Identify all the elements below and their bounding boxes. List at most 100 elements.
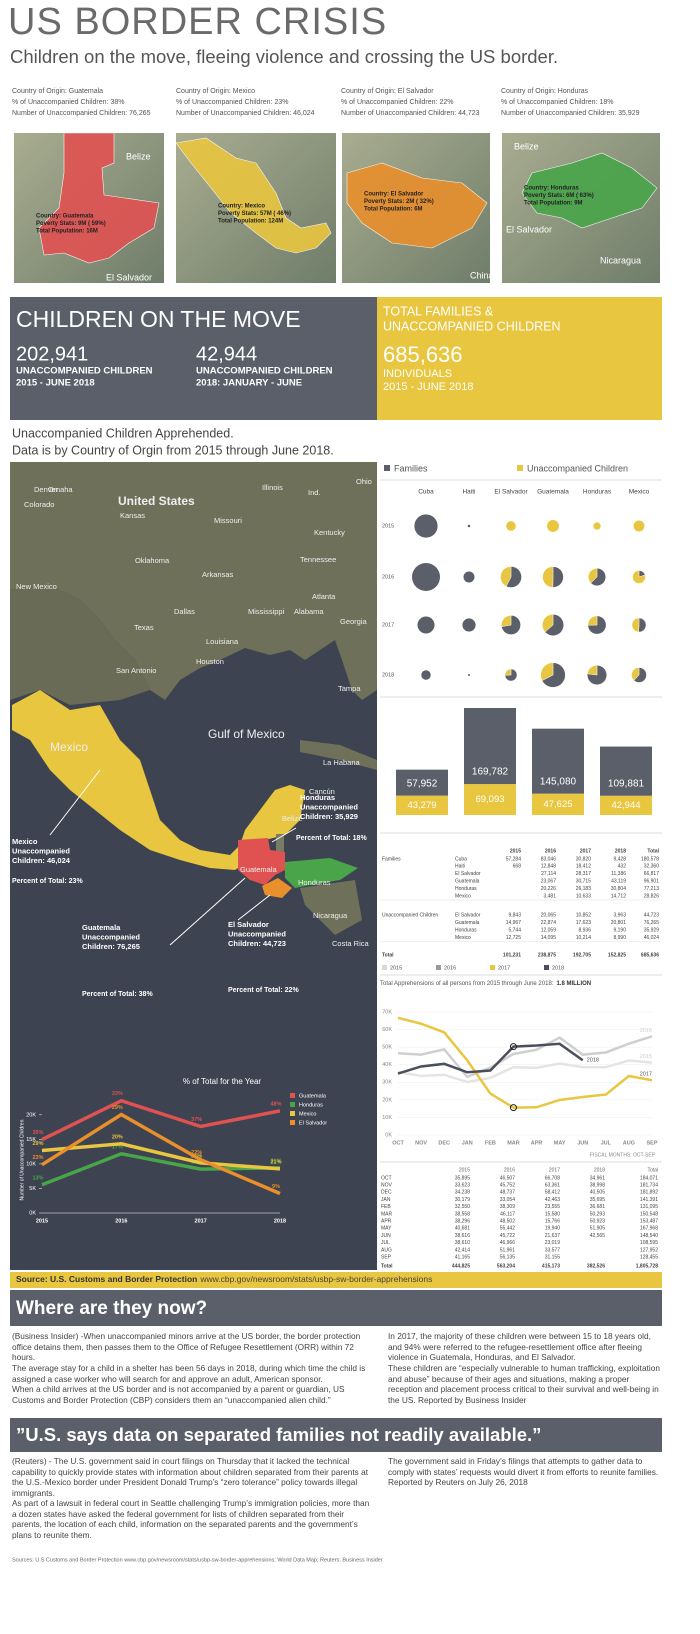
bar-value-label: 42,944 bbox=[611, 800, 640, 811]
banner-yellow bbox=[377, 297, 662, 420]
bar-segment bbox=[464, 784, 516, 815]
country-origin: Country of Origin: Honduras bbox=[501, 88, 589, 95]
pie-slice bbox=[463, 571, 475, 583]
table-cell: 30,715 bbox=[576, 879, 592, 885]
annotation-text: Honduras bbox=[300, 793, 335, 802]
table-cell: 46,117 bbox=[500, 1211, 515, 1217]
table-cell: 45,752 bbox=[500, 1183, 516, 1189]
paragraph: In 2017, the majority of these children … bbox=[388, 1331, 651, 1363]
map-place-label: Alabama bbox=[294, 607, 324, 616]
table-cell: 1,805,728 bbox=[636, 1263, 658, 1269]
pie-slice bbox=[631, 617, 640, 633]
table-cell: 2017 bbox=[549, 1167, 560, 1173]
table-cell: El Salvador bbox=[455, 912, 481, 918]
point-label: 37% bbox=[191, 1117, 202, 1123]
table-cell: 42,565 bbox=[590, 1233, 606, 1239]
stat-value: 42,944 bbox=[196, 343, 257, 365]
map-place-label: Nicaragua bbox=[313, 911, 348, 920]
banner-dark bbox=[10, 297, 377, 420]
series-line bbox=[397, 1059, 653, 1084]
table-cell: 27,114 bbox=[541, 871, 556, 877]
map-place-label: Houston bbox=[196, 657, 224, 666]
table-cell: 76,265 bbox=[644, 920, 660, 926]
table-cell: 26,183 bbox=[576, 886, 592, 892]
bar-segment bbox=[396, 795, 448, 815]
legend-label: Families bbox=[394, 463, 428, 473]
table-cell: Guatemala bbox=[455, 879, 480, 885]
pie-slice bbox=[633, 520, 645, 532]
chart-title: % of Total for the Year bbox=[183, 1077, 261, 1086]
table-cell: 51,961 bbox=[500, 1247, 516, 1253]
pie-row-label: 2018 bbox=[382, 672, 394, 678]
table-cell: 43,119 bbox=[611, 879, 626, 885]
x-tick-label: JUL bbox=[601, 1140, 612, 1146]
table-cell: 23,555 bbox=[545, 1204, 561, 1210]
pie-row-label: 2017 bbox=[382, 622, 394, 628]
point-label: 33% bbox=[112, 1091, 123, 1097]
table-cell: 141,391 bbox=[640, 1197, 658, 1203]
map-place-label: La Habana bbox=[323, 758, 361, 767]
source-label: Source: U.S. Customs and Border Protecti… bbox=[16, 1274, 197, 1284]
map-place-label: Texas bbox=[134, 623, 154, 632]
source-url: www.cbp.gov/newsroom/stats/usbp-sw-borde… bbox=[199, 1274, 432, 1284]
bar-value-label: 47,625 bbox=[543, 799, 572, 810]
table-cell: 63,361 bbox=[545, 1183, 561, 1189]
legend-swatch bbox=[382, 965, 387, 970]
table-cell: 12,059 bbox=[541, 928, 557, 934]
country-percent: % of Unaccompanied Children: 22% bbox=[341, 99, 453, 106]
table-cell: Total bbox=[647, 1167, 658, 1173]
table-cell: FEB bbox=[381, 1204, 391, 1210]
map-tooltip: Country: Guatemala bbox=[36, 214, 94, 220]
legend-swatch bbox=[544, 965, 549, 970]
table-cell: 22,874 bbox=[541, 920, 557, 926]
pie-column-label: Honduras bbox=[583, 489, 612, 496]
table-cell: 5,744 bbox=[508, 928, 521, 934]
table-cell: 153,487 bbox=[640, 1219, 658, 1225]
stat-value: 202,941 bbox=[16, 343, 88, 365]
point-label: 9% bbox=[272, 1184, 280, 1190]
table-cell: El Salvador bbox=[455, 871, 481, 877]
table-cell: 50,923 bbox=[590, 1219, 606, 1225]
bar-segment bbox=[600, 746, 652, 796]
table-cell: 20,801 bbox=[611, 920, 627, 926]
point-label: 20% bbox=[112, 1134, 123, 1140]
table-cell: NOV bbox=[381, 1183, 393, 1189]
paragraph: The average stay for a child in a shelte… bbox=[12, 1363, 366, 1384]
highlight-marker bbox=[509, 1043, 517, 1051]
pie-slice bbox=[412, 563, 440, 591]
bar-value-label: 169,782 bbox=[472, 767, 509, 778]
table-cell: 23,067 bbox=[541, 879, 557, 885]
x-tick-label: AUG bbox=[623, 1140, 635, 1146]
table-cell: 101,231 bbox=[503, 952, 521, 958]
table-cell: 20,065 bbox=[541, 912, 557, 918]
map-tooltip: Country: Mexico bbox=[218, 204, 265, 210]
footer-text: Sources: U.S Customs and Border Protecti… bbox=[12, 1557, 383, 1563]
where-title: Where are they now? bbox=[16, 1298, 207, 1319]
paragraph: The government said in Friday’s filings … bbox=[388, 1456, 659, 1488]
map-place-label: Mississippi bbox=[248, 607, 285, 616]
y-tick-label: 20K bbox=[26, 1112, 36, 1118]
map-tooltip: Total Population: 6M bbox=[364, 207, 423, 213]
map-place-label: Kentucky bbox=[314, 528, 345, 537]
table-cell: 30,804 bbox=[611, 886, 627, 892]
bar-segment bbox=[532, 793, 584, 815]
map-place-label: Gulf of Mexico bbox=[208, 727, 285, 741]
guatemala-shape bbox=[238, 838, 285, 885]
table-cell: 20,226 bbox=[541, 886, 557, 892]
point-label: 17% bbox=[112, 1144, 123, 1150]
page-title: US BORDER CRISIS bbox=[8, 1, 387, 43]
table-cell: 2015 bbox=[459, 1167, 470, 1173]
source-bar bbox=[10, 1272, 662, 1288]
table-cell: 23,019 bbox=[545, 1240, 561, 1246]
annotation-line bbox=[49, 769, 101, 836]
legend-label: El Salvador bbox=[299, 1120, 327, 1126]
point-label: 23% bbox=[32, 1155, 43, 1161]
banner-title: CHILDREN ON THE MOVE bbox=[16, 306, 301, 332]
legend-label: Honduras bbox=[299, 1102, 323, 1108]
mexico-north-land bbox=[10, 585, 150, 705]
table-cell: 14,967 bbox=[506, 920, 522, 926]
bar-value-label: 57,952 bbox=[407, 778, 438, 789]
table-cell: 167,968 bbox=[640, 1226, 658, 1232]
map-place-label: Tennessee bbox=[300, 555, 336, 564]
table-cell: 18,412 bbox=[576, 864, 592, 870]
